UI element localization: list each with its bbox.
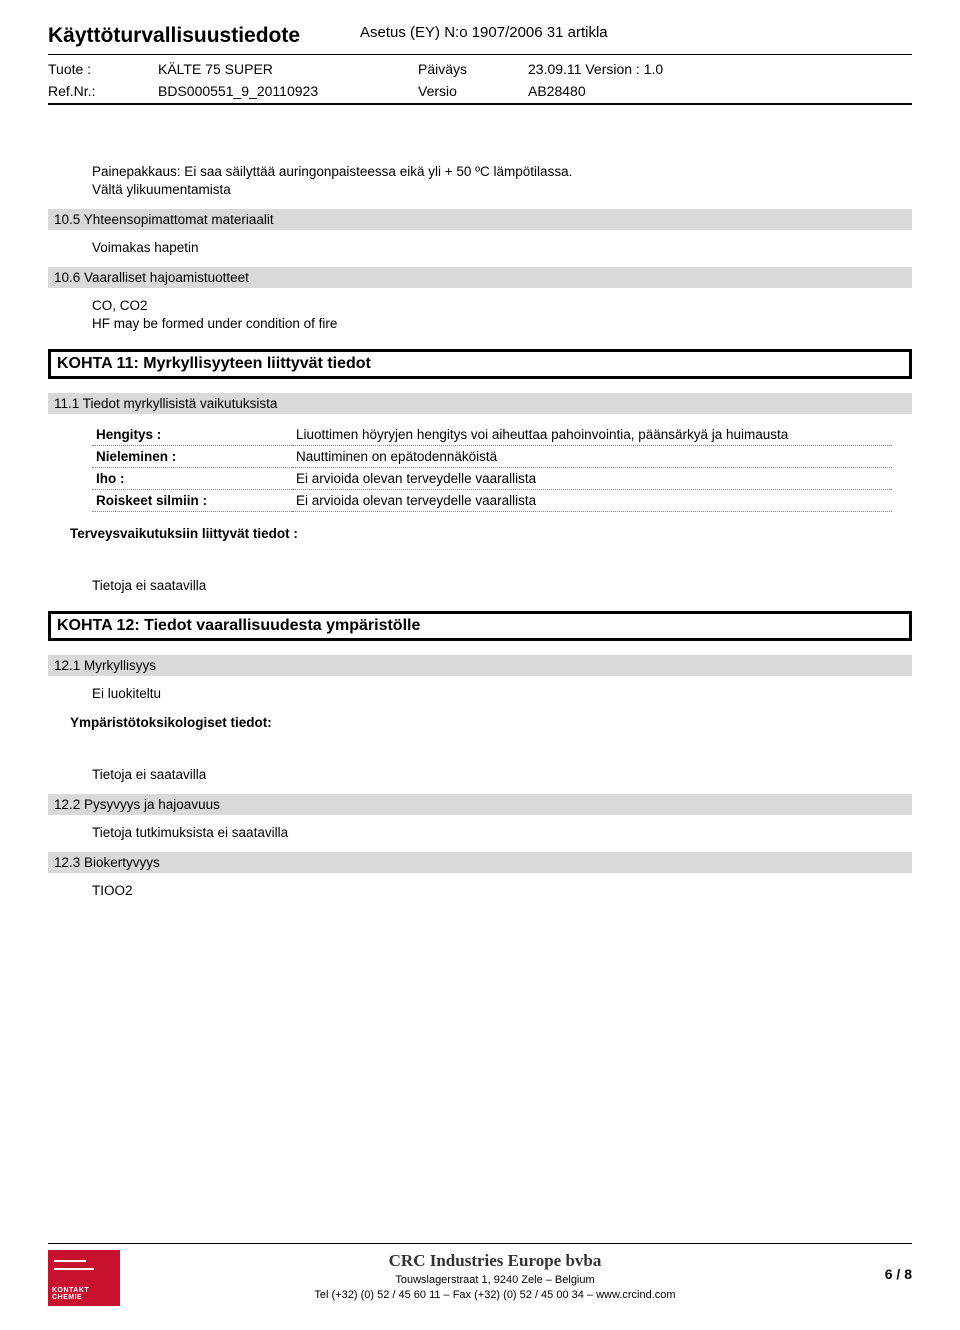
value-version: AB28480 bbox=[528, 83, 912, 99]
no-data-1: Tietoja ei saatavilla bbox=[92, 578, 912, 593]
heading-12-2: 12.2 Pysyvyys ja hajoavuus bbox=[48, 794, 912, 815]
header-row-1: Tuote : KÄLTE 75 SUPER Päiväys 23.09.11 … bbox=[48, 61, 912, 77]
heading-11-1: 11.1 Tiedot myrkyllisistä vaikutuksista bbox=[48, 393, 912, 414]
no-data-2: Tietoja ei saatavilla bbox=[92, 767, 912, 782]
label-product: Tuote : bbox=[48, 61, 158, 77]
label-ref: Ref.Nr.: bbox=[48, 83, 158, 99]
kohta-12-box: KOHTA 12: Tiedot vaarallisuudesta ympäri… bbox=[48, 611, 912, 641]
tox-value: Ei arvioida olevan terveydelle vaarallis… bbox=[292, 490, 892, 512]
value-ref: BDS000551_9_20110923 bbox=[158, 83, 418, 99]
tox-value: Liuottimen höyryjen hengitys voi aiheutt… bbox=[292, 424, 892, 446]
page-number: 6 / 8 bbox=[852, 1250, 912, 1282]
heading-10-5: 10.5 Yhteensopimattomat materiaalit bbox=[48, 209, 912, 230]
tox-key: Hengitys : bbox=[92, 424, 292, 446]
body-12-3: TIOO2 bbox=[92, 883, 912, 898]
value-product: KÄLTE 75 SUPER bbox=[158, 61, 418, 77]
tox-key: Iho : bbox=[92, 468, 292, 490]
body-12-1: Ei luokiteltu bbox=[92, 686, 912, 701]
heading-10-6: 10.6 Vaaralliset hajoamistuotteet bbox=[48, 267, 912, 288]
company-address: Touwslagerstraat 1, 9240 Zele – Belgium bbox=[138, 1273, 852, 1288]
label-date: Päiväys bbox=[418, 61, 528, 77]
heading-12-1: 12.1 Myrkyllisyys bbox=[48, 655, 912, 676]
body-10-6-2: HF may be formed under condition of fire bbox=[92, 316, 912, 331]
divider-thick bbox=[48, 103, 912, 105]
regulation-ref: Asetus (EY) N:o 1907/2006 31 artikla bbox=[360, 24, 608, 41]
body-10-6-1: CO, CO2 bbox=[92, 298, 912, 313]
logo-text-2: CHEMIE bbox=[52, 1294, 82, 1301]
table-row: Nieleminen :Nauttiminen on epätodennäköi… bbox=[92, 446, 892, 468]
health-info-label: Terveysvaikutuksiin liittyvät tiedot : bbox=[70, 526, 912, 541]
kohta-11-box: KOHTA 11: Myrkyllisyyteen liittyvät tied… bbox=[48, 349, 912, 379]
brand-logo: KONTAKT CHEMIE bbox=[48, 1250, 120, 1306]
company-name: CRC Industries Europe bvba bbox=[138, 1250, 852, 1273]
toxicity-table: Hengitys :Liuottimen höyryjen hengitys v… bbox=[92, 424, 892, 512]
value-date: 23.09.11 Version : 1.0 bbox=[528, 61, 912, 77]
tox-key: Roiskeet silmiin : bbox=[92, 490, 292, 512]
table-row: Hengitys :Liuottimen höyryjen hengitys v… bbox=[92, 424, 892, 446]
tox-key: Nieleminen : bbox=[92, 446, 292, 468]
company-contact: Tel (+32) (0) 52 / 45 60 11 – Fax (+32) … bbox=[138, 1288, 852, 1303]
footer: KONTAKT CHEMIE CRC Industries Europe bvb… bbox=[48, 1243, 912, 1306]
heading-12-3: 12.3 Biokertyvyys bbox=[48, 852, 912, 873]
table-row: Iho :Ei arvioida olevan terveydelle vaar… bbox=[92, 468, 892, 490]
body-10-5: Voimakas hapetin bbox=[92, 240, 912, 255]
label-version: Versio bbox=[418, 83, 528, 99]
divider bbox=[48, 54, 912, 55]
tox-value: Nauttiminen on epätodennäköistä bbox=[292, 446, 892, 468]
doc-title: Käyttöturvallisuustiedote bbox=[48, 24, 300, 48]
eco-info-label: Ympäristötoksikologiset tiedot: bbox=[70, 715, 912, 730]
logo-text-1: KONTAKT bbox=[52, 1287, 89, 1294]
header-row-2: Ref.Nr.: BDS000551_9_20110923 Versio AB2… bbox=[48, 83, 912, 99]
footer-center: CRC Industries Europe bvba Touwslagerstr… bbox=[138, 1250, 852, 1303]
tox-value: Ei arvioida olevan terveydelle vaarallis… bbox=[292, 468, 892, 490]
body-12-2: Tietoja tutkimuksista ei saatavilla bbox=[92, 825, 912, 840]
storage-line-1: Painepakkaus: Ei saa säilyttää auringonp… bbox=[92, 164, 912, 179]
table-row: Roiskeet silmiin :Ei arvioida olevan ter… bbox=[92, 490, 892, 512]
storage-line-2: Vältä ylikuumentamista bbox=[92, 182, 912, 197]
